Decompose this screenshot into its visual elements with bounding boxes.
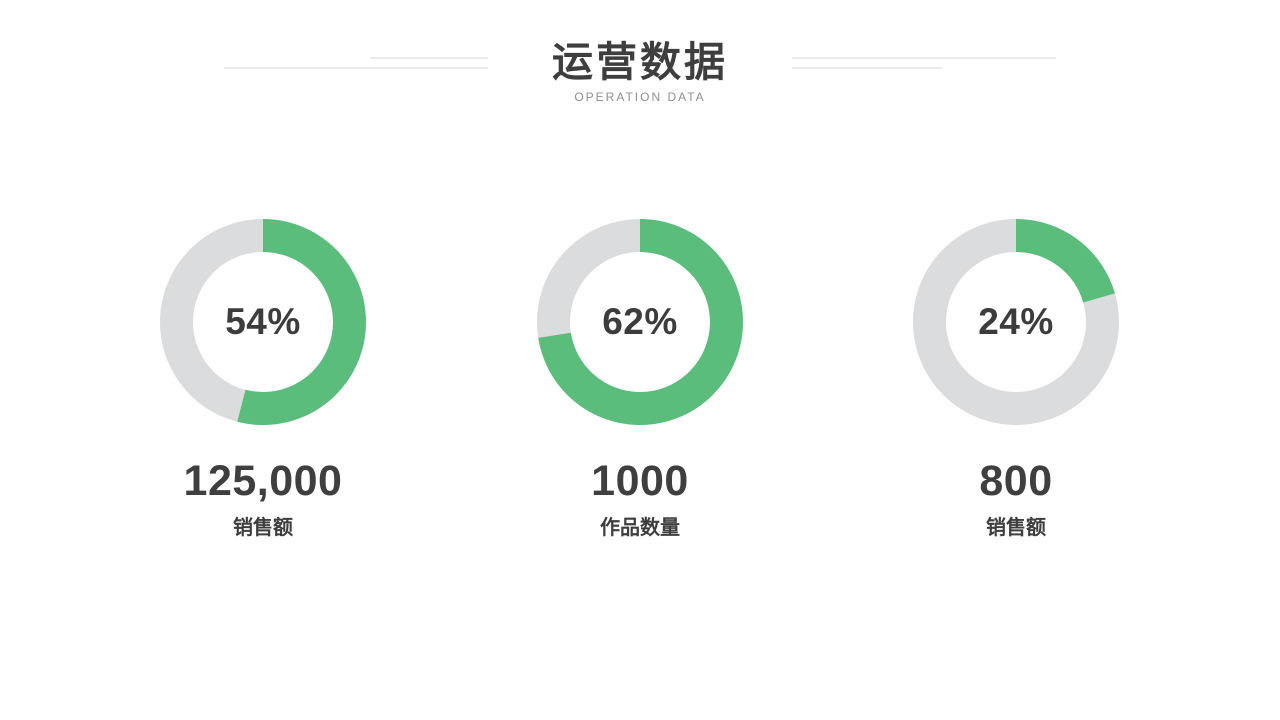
donut-svg [913, 219, 1119, 425]
decorative-line-right-lower [792, 67, 942, 69]
donut-percent-label-1: 54% [225, 301, 301, 342]
donut-chart-1: 54% [160, 219, 366, 425]
donut-svg [537, 219, 743, 425]
chart-group-sales: 54% 125,000 销售额 [113, 219, 413, 538]
donut-rings-1 [160, 219, 366, 425]
stat-label-2: 作品数量 [600, 517, 680, 539]
decorative-line-left-upper [370, 57, 488, 59]
chart-group-works: 62% 1000 作品数量 [490, 219, 790, 538]
stat-value-2: 1000 [591, 457, 689, 505]
donut-svg [160, 219, 366, 425]
donut-rings-2 [537, 219, 743, 425]
donut-value-arc [537, 219, 743, 425]
stat-value-1: 125,000 [183, 457, 343, 505]
donut-chart-3: 24% [913, 219, 1119, 425]
decorative-line-right-upper [792, 57, 1056, 59]
donut-percent-label-2: 62% [602, 301, 678, 342]
donut-chart-2: 62% [537, 219, 743, 425]
decorative-line-left-lower [224, 67, 488, 69]
page-title: 运营数据 [552, 39, 728, 85]
donut-percent-label-3: 24% [978, 301, 1054, 342]
stat-label-1: 销售额 [233, 517, 293, 539]
stat-label-3: 销售额 [986, 517, 1046, 539]
page-subtitle: OPERATION DATA [574, 90, 706, 104]
donut-rings-3 [913, 219, 1119, 425]
chart-group-sales-2: 24% 800 销售额 [866, 219, 1166, 538]
donut-value-arc [913, 219, 1119, 425]
stat-value-3: 800 [979, 457, 1053, 505]
donut-value-arc [160, 219, 366, 425]
